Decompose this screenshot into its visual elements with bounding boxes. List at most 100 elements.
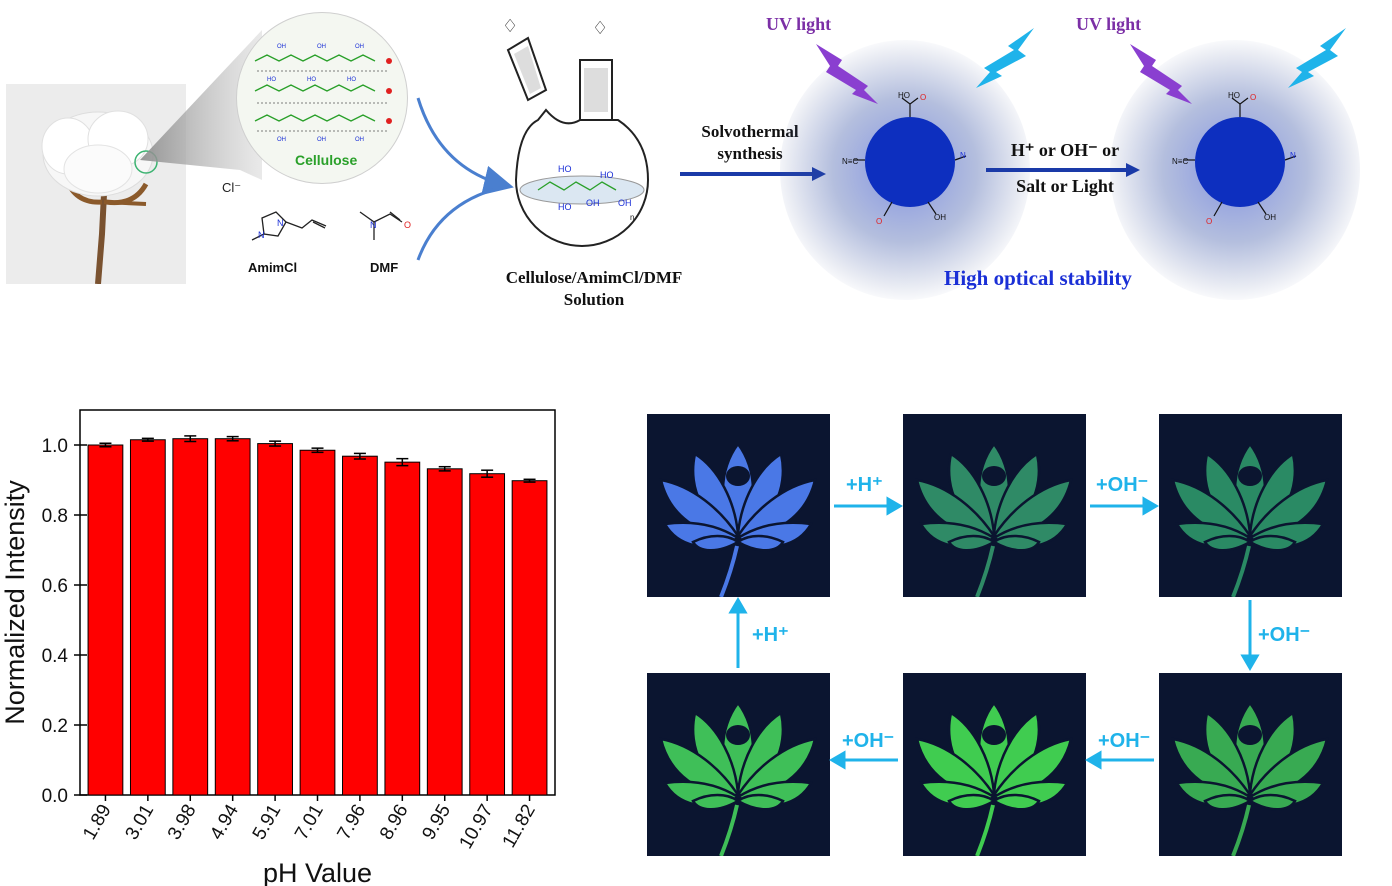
emission-bolt-right-icon <box>1288 28 1346 88</box>
emission-bolt-left-icon <box>976 28 1034 88</box>
arrow-label-oh-bottom-1: +OH⁻ <box>1098 730 1151 752</box>
uv-bolt-left-icon <box>816 44 878 104</box>
amimcl-label: AmimCl <box>248 260 298 275</box>
svg-text:OH: OH <box>1264 213 1276 222</box>
cotton-photo <box>6 84 186 285</box>
lotus-petal <box>1203 534 1253 552</box>
two-neck-flask: HO HO HO OH OH n ♢ ♢ <box>502 16 650 247</box>
zoom-cone <box>140 30 262 180</box>
y-tick-label: 1.0 <box>42 436 68 457</box>
svg-text:OH: OH <box>277 44 286 50</box>
svg-text:HO: HO <box>347 77 356 83</box>
lotus-petal <box>1247 534 1297 552</box>
svg-text:N: N <box>258 230 265 240</box>
cellulose-magnified-view: OH OH OH HO HO HO OH OH OH <box>236 12 408 184</box>
bar <box>257 443 293 796</box>
svg-text:O: O <box>1206 217 1212 226</box>
arrow-label-oh-bottom-2: +OH⁻ <box>842 730 895 752</box>
svg-text:♢: ♢ <box>502 16 518 36</box>
lotus-petal <box>991 793 1041 811</box>
svg-text:HO: HO <box>600 170 614 180</box>
svg-text:OH: OH <box>317 44 326 50</box>
lotus-photo-5 <box>903 673 1086 856</box>
svg-text:N: N <box>1290 151 1296 160</box>
lotus-center <box>982 466 1006 486</box>
lotus-stem <box>975 804 995 856</box>
bar <box>511 480 548 796</box>
lotus-shape <box>1171 700 1329 856</box>
svg-text:N: N <box>370 220 377 230</box>
svg-text:N: N <box>960 151 966 160</box>
lotus-photo-4 <box>647 673 830 856</box>
svg-text:HO: HO <box>898 91 910 100</box>
lotus-stem <box>1231 804 1251 856</box>
svg-text:HO: HO <box>558 202 572 212</box>
dmf-label: DMF <box>370 260 399 275</box>
carbon-dot-right: HO O N≡C N O OH <box>1172 91 1297 226</box>
svg-text:N: N <box>277 218 284 228</box>
lotus-petal <box>735 793 785 811</box>
lotus-shape <box>659 441 817 597</box>
bar <box>214 438 251 796</box>
svg-text:n: n <box>630 213 634 222</box>
bar <box>384 461 421 796</box>
lotus-shape <box>915 700 1073 856</box>
lotus-center <box>726 466 750 486</box>
bar-chart: 0.00.20.40.60.81.01.89 3.01 3.98 4.94 5.91 7.… <box>0 409 556 886</box>
svg-text:OH: OH <box>355 44 364 50</box>
svg-text:OH: OH <box>277 137 286 143</box>
cellulose-label: Cellulose <box>295 152 358 168</box>
chloride-label: Cl⁻ <box>222 180 242 195</box>
lotus-photo-1 <box>647 414 830 597</box>
lotus-stem <box>719 545 739 597</box>
lotus-petal <box>1247 793 1297 811</box>
stability-label: High optical stability <box>944 266 1132 290</box>
svg-text:HO: HO <box>267 77 276 83</box>
y-tick-label: 0.0 <box>42 786 68 807</box>
dmf-structure: N O <box>359 211 411 240</box>
y-axis-label: Normalized Intensity <box>0 480 30 725</box>
svg-text:HO: HO <box>1228 91 1240 100</box>
lotus-petal <box>691 793 741 811</box>
svg-text:OH: OH <box>355 137 364 143</box>
lotus-shape <box>1171 441 1329 597</box>
lotus-center <box>982 725 1006 745</box>
svg-text:O: O <box>1250 93 1256 102</box>
svg-text:OH: OH <box>586 198 600 208</box>
uv-bolt-right-icon <box>1130 44 1192 104</box>
lotus-shape <box>915 441 1073 597</box>
lotus-shape <box>659 700 817 856</box>
lotus-petal <box>947 534 997 552</box>
solvothermal-label-line1: Solvothermal <box>701 122 799 141</box>
arrow-label-oh-right: +OH⁻ <box>1258 624 1311 646</box>
arrow-label-h-plus-top: +H⁺ <box>846 474 883 496</box>
svg-text:O: O <box>404 220 411 230</box>
svg-text:♢: ♢ <box>592 18 608 38</box>
lotus-stem <box>719 804 739 856</box>
lotus-center <box>1238 725 1262 745</box>
solvothermal-label-line2: synthesis <box>717 144 783 163</box>
lotus-petal <box>735 534 785 552</box>
lotus-photo-6 <box>1159 673 1342 856</box>
lotus-petal <box>1203 793 1253 811</box>
stimuli-label-line2: Salt or Light <box>1016 176 1114 196</box>
arrow-label-h-plus-left: +H⁺ <box>752 624 789 646</box>
arrow-label-oh-top: +OH⁻ <box>1096 474 1149 496</box>
svg-text:HO: HO <box>307 77 316 83</box>
lotus-petal <box>947 793 997 811</box>
merge-arrows <box>416 97 514 261</box>
x-axis-label: pH Value <box>263 858 372 886</box>
svg-text:OH: OH <box>934 213 946 222</box>
svg-text:OH: OH <box>618 198 632 208</box>
y-tick-label: 0.8 <box>42 506 68 527</box>
flask-caption-line1: Cellulose/AmimCl/DMF <box>505 268 683 287</box>
svg-text:O: O <box>920 93 926 102</box>
amimcl-structure: N N <box>251 211 327 241</box>
lotus-center <box>726 725 750 745</box>
uv-light-label-right: UV light <box>1076 14 1142 34</box>
y-tick-label: 0.6 <box>42 576 68 597</box>
y-tick-label: 0.2 <box>42 716 68 737</box>
svg-text:OH: OH <box>317 137 326 143</box>
svg-text:N≡C: N≡C <box>1172 157 1188 166</box>
